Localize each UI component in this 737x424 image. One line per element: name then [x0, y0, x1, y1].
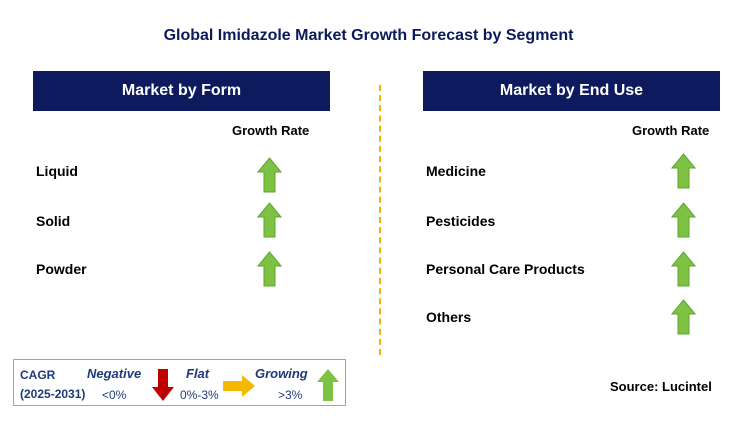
growing-arrow-icon [257, 251, 282, 287]
growing-arrow-icon [316, 368, 340, 407]
growing-arrow-icon [671, 202, 696, 238]
form-item-liquid: Liquid [36, 163, 78, 179]
growing-arrow-icon [257, 157, 282, 193]
end-use-item-medicine: Medicine [426, 163, 486, 179]
legend-flat-label: Flat [186, 366, 210, 381]
flat-arrow-icon [222, 374, 256, 403]
end-use-item-pesticides: Pesticides [426, 213, 496, 229]
panel-header-form: Market by Form [33, 71, 330, 111]
legend-cagr-label: CAGR [20, 368, 56, 382]
growing-arrow-icon [671, 153, 696, 189]
growing-arrow-icon [257, 202, 282, 238]
end-use-item-personal-care: Personal Care Products [426, 261, 585, 277]
panel-divider [379, 85, 381, 355]
legend-growing-range: >3% [278, 388, 303, 402]
growth-rate-label-form: Growth Rate [232, 123, 310, 138]
growing-arrow-icon [671, 299, 696, 335]
growing-arrow-icon [671, 251, 696, 287]
negative-arrow-icon [151, 368, 175, 407]
cagr-legend: CAGR (2025-2031) Negative <0% Flat 0%-3%… [13, 359, 346, 406]
legend-period: (2025-2031) [20, 387, 86, 401]
legend-flat-range: 0%-3% [180, 388, 219, 402]
legend-negative-range: <0% [102, 388, 127, 402]
form-item-solid: Solid [36, 213, 71, 229]
panel-header-end-use: Market by End Use [423, 71, 720, 111]
form-item-powder: Powder [36, 261, 87, 277]
growth-rate-label-end-use: Growth Rate [632, 123, 710, 138]
legend-growing-label: Growing [255, 366, 308, 381]
page-title: Global Imidazole Market Growth Forecast … [163, 27, 574, 44]
legend-negative-label: Negative [87, 366, 142, 381]
end-use-item-others: Others [426, 309, 472, 325]
source-note: Source: Lucintel [610, 379, 712, 394]
